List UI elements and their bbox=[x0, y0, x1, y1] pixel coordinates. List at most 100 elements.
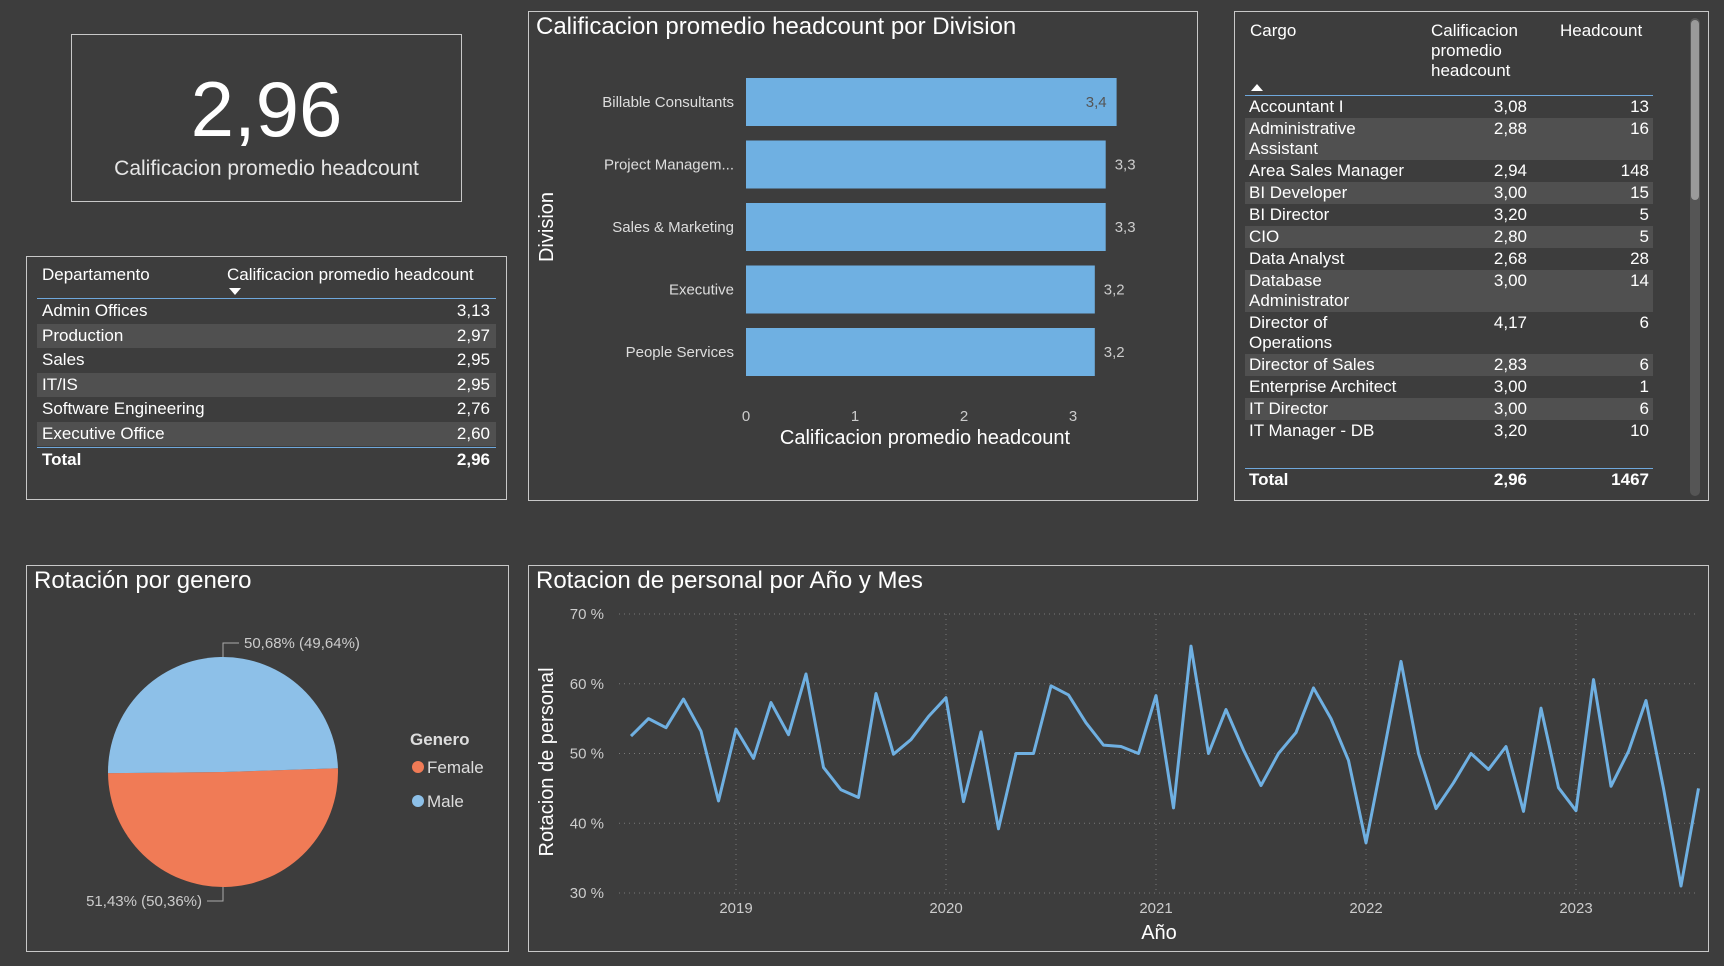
x-tick-label: 3 bbox=[1069, 408, 1077, 425]
category-label: People Services bbox=[626, 344, 734, 361]
department-name: Production bbox=[42, 325, 124, 345]
legend-label: Female bbox=[427, 758, 484, 777]
column-header-cargo[interactable]: Cargo bbox=[1250, 21, 1297, 40]
category-label: Sales & Marketing bbox=[612, 219, 734, 236]
legend-title: Genero bbox=[410, 730, 470, 749]
legend-label: Male bbox=[427, 792, 464, 811]
gender-pie-chart[interactable]: Rotación por genero 50,68% (49,64%) 51,43… bbox=[26, 565, 509, 952]
column-header-departamento[interactable]: Departamento bbox=[42, 265, 150, 284]
cargo-name: IT Director bbox=[1249, 399, 1329, 418]
cargo-value: 3,00 bbox=[1493, 271, 1527, 290]
cargo-name: Data Analyst bbox=[1249, 249, 1345, 268]
column-header-calificacion[interactable]: Calificacion promedio headcount bbox=[1431, 21, 1518, 80]
total-count: 1467 bbox=[1611, 470, 1649, 489]
scrollbar-thumb[interactable] bbox=[1691, 20, 1699, 200]
department-table[interactable]: Departamento Calificacion promedio headc… bbox=[26, 256, 507, 500]
cargo-count: 5 bbox=[1639, 205, 1649, 224]
category-label: Project Managem... bbox=[604, 157, 734, 174]
table-row[interactable]: BI Director 3,20 5 bbox=[1245, 204, 1653, 226]
table-row[interactable]: CIO 2,80 5 bbox=[1245, 226, 1653, 248]
x-tick-label: 2019 bbox=[719, 900, 752, 917]
cargo-name: Administrative Assistant bbox=[1249, 119, 1356, 158]
table-row[interactable]: Database Administrator 3,00 14 bbox=[1245, 270, 1653, 312]
header-divider bbox=[1245, 95, 1653, 96]
scrollbar[interactable] bbox=[1690, 18, 1700, 496]
slice-label: 50,68% (49,64%) bbox=[244, 635, 360, 652]
pie-slice-female[interactable] bbox=[108, 768, 338, 888]
cargo-count: 14 bbox=[1630, 271, 1649, 290]
bar[interactable] bbox=[746, 328, 1095, 376]
cargo-count: 6 bbox=[1639, 313, 1649, 332]
bar[interactable] bbox=[746, 78, 1117, 126]
cargo-name: IT Manager - DB bbox=[1249, 421, 1375, 440]
x-tick-label: 0 bbox=[742, 408, 750, 425]
cargo-name: Accountant I bbox=[1249, 97, 1344, 116]
kpi-value: 2,96 bbox=[190, 65, 343, 153]
total-divider bbox=[37, 447, 496, 448]
bar[interactable] bbox=[746, 203, 1106, 251]
department-value: 2,97 bbox=[456, 325, 490, 345]
cargo-name: CIO bbox=[1249, 227, 1280, 246]
rotation-line-chart[interactable]: Rotacion de personal por Año y Mes 30 % 4… bbox=[528, 565, 1709, 952]
table-row[interactable]: Data Analyst 2,68 28 bbox=[1245, 248, 1653, 270]
series-line[interactable] bbox=[629, 644, 1700, 888]
cargo-name: Database Administrator bbox=[1249, 271, 1350, 310]
sort-ascending-icon[interactable] bbox=[1251, 84, 1263, 91]
header-divider bbox=[37, 298, 496, 299]
x-tick-label: 2021 bbox=[1139, 900, 1172, 917]
data-label: 3,2 bbox=[1104, 344, 1125, 361]
cargo-value: 3,20 bbox=[1493, 421, 1527, 440]
y-tick-label: 30 % bbox=[570, 885, 604, 902]
table-row[interactable]: Area Sales Manager 2,94 148 bbox=[1245, 160, 1653, 182]
table-row[interactable]: IT Director 3,00 6 bbox=[1245, 398, 1653, 420]
cargo-value: 3,00 bbox=[1493, 377, 1527, 396]
x-axis-title: Año bbox=[1141, 922, 1177, 944]
cargo-count: 5 bbox=[1639, 227, 1649, 246]
kpi-card[interactable]: 2,96 Calificacion promedio headcount bbox=[71, 34, 462, 202]
department-value: 3,13 bbox=[456, 301, 490, 320]
table-row[interactable]: Enterprise Architect 3,00 1 bbox=[1245, 376, 1653, 398]
bar[interactable] bbox=[746, 265, 1095, 314]
cargo-count: 16 bbox=[1630, 119, 1649, 138]
table-row[interactable]: BI Developer 3,00 15 bbox=[1245, 182, 1653, 204]
department-value: 2,60 bbox=[456, 423, 490, 443]
column-header-headcount[interactable]: Headcount bbox=[1560, 21, 1643, 40]
table-body[interactable]: Accountant I 3,08 13 Administrative Assista… bbox=[1245, 96, 1653, 468]
cargo-table[interactable]: Cargo Calificacion promedio headcount He… bbox=[1234, 11, 1709, 501]
table-row[interactable]: IT Manager - DB 3,20 10 bbox=[1245, 420, 1653, 442]
table-row[interactable]: Admin Offices 3,13 bbox=[37, 299, 496, 323]
sort-descending-icon[interactable] bbox=[229, 288, 241, 295]
x-tick-label: 2022 bbox=[1349, 900, 1382, 917]
category-label: Executive bbox=[669, 282, 734, 299]
table-row[interactable]: Accountant I 3,08 13 bbox=[1245, 96, 1653, 118]
table-row[interactable]: Software Engineering 2,76 bbox=[37, 397, 496, 421]
table-row[interactable]: Director of Operations 4,17 6 bbox=[1245, 312, 1653, 354]
cargo-count: 10 bbox=[1630, 421, 1649, 440]
cargo-count: 28 bbox=[1630, 249, 1649, 268]
table-row[interactable]: Administrative Assistant 2,88 16 bbox=[1245, 118, 1653, 160]
column-header-calificacion[interactable]: Calificacion promedio headcount bbox=[227, 265, 474, 284]
pie-slice-male[interactable] bbox=[108, 657, 338, 774]
cargo-value: 2,68 bbox=[1493, 249, 1527, 268]
table-row[interactable]: Production 2,97 bbox=[37, 323, 496, 348]
table-row[interactable]: Sales 2,95 bbox=[37, 348, 496, 372]
cargo-count: 1 bbox=[1639, 377, 1649, 396]
y-tick-label: 60 % bbox=[570, 676, 604, 693]
cargo-value: 4,17 bbox=[1493, 313, 1527, 332]
leader-line bbox=[207, 887, 224, 902]
total-divider bbox=[1245, 468, 1653, 469]
y-tick-label: 70 % bbox=[570, 606, 604, 623]
department-name: Admin Offices bbox=[42, 301, 148, 320]
table-row[interactable]: Director of Sales 2,83 6 bbox=[1245, 354, 1653, 376]
chart-title: Calificacion promedio headcount por Divi… bbox=[536, 13, 1017, 40]
total-value: 2,96 bbox=[456, 450, 490, 469]
department-value: 2,95 bbox=[456, 350, 490, 369]
chart-title: Rotacion de personal por Año y Mes bbox=[536, 567, 923, 594]
bar[interactable] bbox=[746, 140, 1106, 189]
table-row[interactable]: Executive Office 2,60 bbox=[37, 421, 496, 446]
legend-swatch-icon bbox=[412, 761, 424, 773]
kpi-label: Calificacion promedio headcount bbox=[114, 157, 419, 180]
table-row[interactable]: IT/IS 2,95 bbox=[37, 372, 496, 397]
division-bar-chart[interactable]: Calificacion promedio headcount por Divi… bbox=[528, 11, 1198, 501]
cargo-count: 148 bbox=[1620, 161, 1649, 180]
